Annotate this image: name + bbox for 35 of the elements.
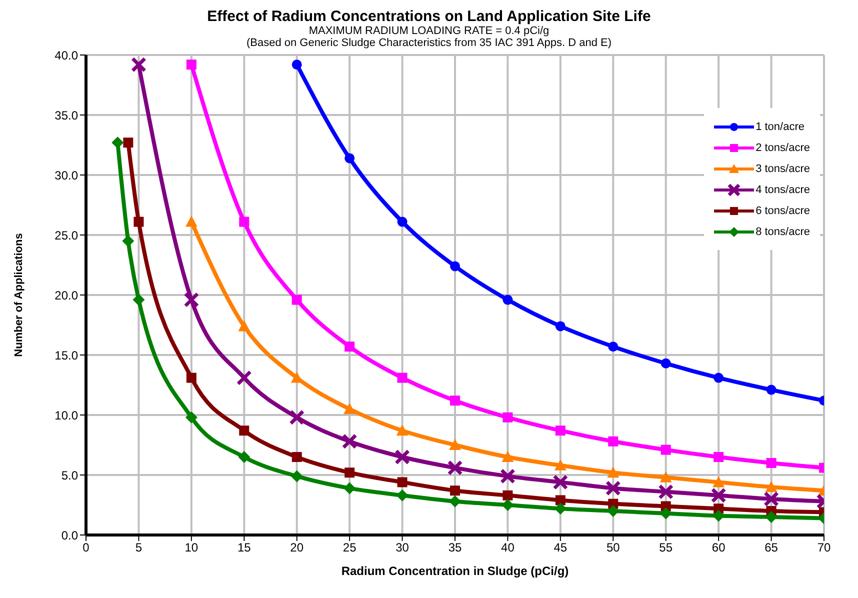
legend-label: 4 tons/acre — [756, 184, 810, 196]
x-axis-title: Radium Concentration in Sludge (pCi/g) — [341, 564, 569, 578]
x-tick-label: 65 — [764, 540, 778, 555]
x-tick-label: 40 — [501, 540, 515, 555]
x-tick-label: 60 — [712, 540, 726, 555]
x-tick-label: 45 — [554, 540, 568, 555]
y-tick-label: 10.0 — [54, 408, 78, 422]
x-tick-label: 35 — [448, 540, 462, 555]
y-axis-title: Number of Applications — [12, 233, 25, 357]
legend-label: 6 tons/acre — [756, 204, 810, 216]
x-tick-label: 0 — [82, 540, 90, 555]
text: (Based on Generic Sludge Characteristics from 35 IAC 391 Apps. D and E) — [245, 37, 612, 49]
y-tick-label: 0.0 — [61, 528, 78, 542]
y-tick-label: 15.0 — [54, 348, 78, 362]
chart-subtitle: MAXIMUM RADIUM LOADING RATE = 0.4 pCi/g — [308, 25, 550, 37]
x-tick-label: 10 — [184, 540, 198, 555]
y-tick-label: 20.0 — [54, 288, 78, 302]
chart-title: Effect of Radium Concentrations on Land Application Site Life — [206, 8, 652, 25]
legend-label: 8 tons/acre — [756, 226, 810, 238]
y-tick-label: 35.0 — [54, 108, 78, 122]
x-tick-label: 70 — [817, 540, 831, 555]
legend-label: 3 tons/acre — [756, 162, 810, 174]
x-tick-label: 5 — [135, 540, 142, 555]
x-tick-label: 55 — [659, 540, 673, 555]
legend-label: 1 ton/acre — [756, 120, 804, 132]
x-tick-label: 25 — [342, 540, 357, 555]
x-tick-label: 20 — [290, 540, 304, 555]
x-tick-label: 50 — [606, 540, 620, 555]
y-tick-label: 30.0 — [54, 168, 78, 182]
x-tick-label: 15 — [237, 540, 252, 555]
y-tick-label: 25.0 — [54, 228, 78, 242]
y-tick-label: 40.0 — [54, 48, 78, 62]
y-tick-label: 5.0 — [61, 468, 78, 482]
legend-label: 2 tons/acre — [756, 142, 810, 154]
x-tick-label: 30 — [396, 540, 410, 555]
